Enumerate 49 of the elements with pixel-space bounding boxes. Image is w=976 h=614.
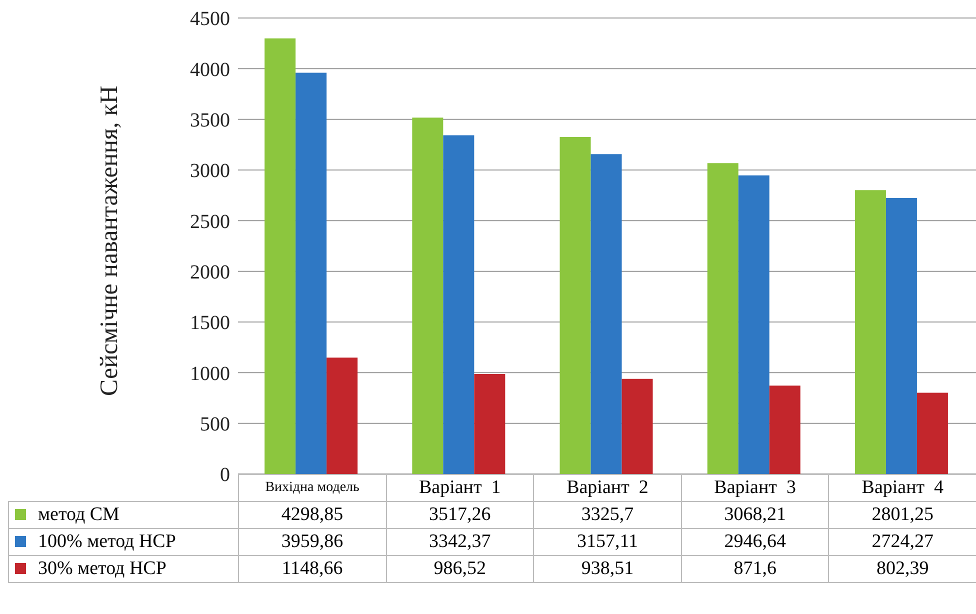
data-label: 2724,27 (828, 528, 976, 556)
bar (622, 378, 653, 474)
bar (738, 175, 770, 474)
bar (916, 392, 948, 474)
y-tick-label: 4500 (190, 8, 230, 30)
x-tick-label: Варіант 1 (386, 474, 534, 502)
bar (707, 163, 738, 474)
bar (886, 198, 917, 474)
x-tick-label: Варіант 2 (534, 474, 682, 502)
y-tick-label: 2000 (190, 261, 230, 284)
data-label: 3157,11 (534, 528, 682, 556)
y-axis-title: Сейсмічне навантаження, кН (96, 86, 123, 396)
legend-label: 100% метод НСР (38, 531, 176, 552)
bar (769, 386, 800, 474)
data-label: 3959,86 (238, 528, 386, 556)
y-tick-label: 2500 (190, 210, 230, 233)
bar (326, 358, 358, 474)
bar (854, 190, 886, 474)
y-tick-label: 3500 (190, 109, 230, 132)
legend-label: метод СМ (38, 504, 120, 525)
data-label: 2946,64 (681, 528, 829, 556)
data-label: 3342,37 (386, 528, 534, 556)
x-tick-label: Варіант 3 (681, 474, 829, 502)
data-label: 3325,7 (534, 502, 682, 528)
data-label: 986,52 (386, 556, 534, 582)
data-label: 3517,26 (386, 502, 534, 528)
bar (296, 72, 327, 474)
bar (590, 154, 622, 474)
y-tick-label: 1500 (190, 312, 230, 334)
data-label: 1148,66 (238, 556, 386, 582)
y-tick-label: 1000 (190, 362, 230, 385)
data-label: 871,6 (681, 556, 829, 582)
data-label: 2801,25 (828, 502, 976, 528)
bar (264, 38, 296, 474)
y-tick-label: 0 (220, 464, 230, 486)
legend-label: 30% метод НСР (38, 558, 166, 579)
bar (560, 136, 591, 474)
bar (474, 374, 506, 474)
y-tick-label: 3000 (190, 160, 230, 182)
data-label: 802,39 (828, 556, 976, 582)
data-label: 938,51 (534, 556, 682, 582)
bar (412, 118, 444, 474)
y-tick-label: 500 (200, 413, 230, 436)
y-tick-label: 4000 (190, 58, 230, 81)
x-tick-label: Варіант 4 (828, 474, 976, 502)
bar (443, 135, 474, 474)
data-label: 3068,21 (681, 502, 829, 528)
x-tick-label: Вихідна модель (238, 474, 386, 502)
data-label: 4298,85 (238, 502, 386, 528)
